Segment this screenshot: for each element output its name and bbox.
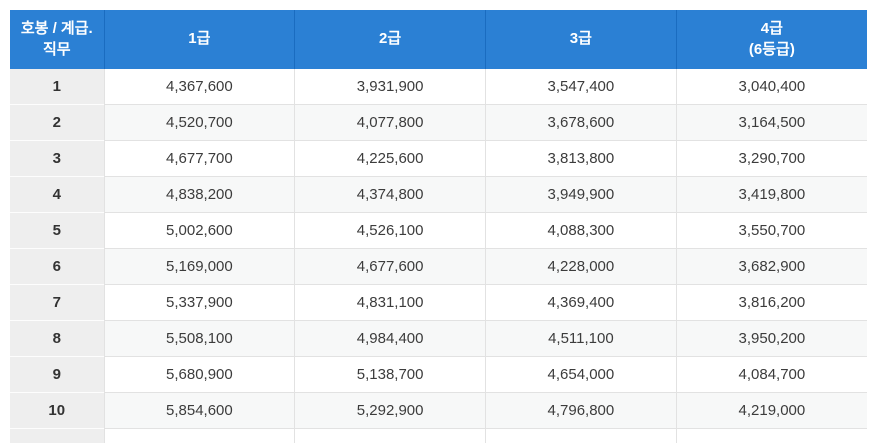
salary-value-cell: 5,508,100	[104, 321, 295, 357]
salary-value-cell: 4,831,100	[295, 285, 486, 321]
salary-value-cell: 3,290,700	[676, 141, 867, 177]
salary-value-cell: 5,854,600	[104, 393, 295, 429]
step-number-cell: 6	[10, 249, 104, 285]
salary-value-cell: 4,088,300	[486, 213, 677, 249]
salary-value-cell: 5,002,600	[104, 213, 295, 249]
salary-value-cell: 4,367,600	[104, 69, 295, 105]
salary-value-cell: 3,813,800	[486, 141, 677, 177]
salary-value-cell: 4,677,700	[104, 141, 295, 177]
salary-value-cell: 4,984,400	[295, 321, 486, 357]
salary-value-cell: 4,077,800	[295, 105, 486, 141]
salary-value-cell: 4,654,000	[486, 357, 677, 393]
salary-value-cell: 4,526,100	[295, 213, 486, 249]
step-number-cell: 10	[10, 393, 104, 429]
salary-value-cell: 5,169,000	[104, 249, 295, 285]
step-number-cell: 5	[10, 213, 104, 249]
salary-value-cell: 4,796,800	[486, 393, 677, 429]
step-number-cell: 2	[10, 105, 104, 141]
salary-value-cell	[104, 429, 295, 443]
table-row-partial	[10, 429, 867, 443]
step-number-cell: 3	[10, 141, 104, 177]
step-number-cell: 7	[10, 285, 104, 321]
step-number-cell: 8	[10, 321, 104, 357]
salary-value-cell: 4,838,200	[104, 177, 295, 213]
salary-value-cell: 3,816,200	[676, 285, 867, 321]
salary-value-cell: 3,550,700	[676, 213, 867, 249]
header-grade-4: 4급 (6등급)	[676, 10, 867, 69]
header-grade-3: 3급	[486, 10, 677, 69]
step-number-cell: 1	[10, 69, 104, 105]
step-number-cell: 4	[10, 177, 104, 213]
salary-value-cell: 4,374,800	[295, 177, 486, 213]
salary-value-cell: 4,520,700	[104, 105, 295, 141]
salary-value-cell: 4,369,400	[486, 285, 677, 321]
salary-value-cell	[295, 429, 486, 443]
header-step-grade: 호봉 / 계급. 직무	[10, 10, 104, 69]
header-row: 호봉 / 계급. 직무 1급 2급 3급 4급 (6등급)	[10, 10, 867, 69]
salary-value-cell	[486, 429, 677, 443]
header-grade-1: 1급	[104, 10, 295, 69]
salary-value-cell: 5,337,900	[104, 285, 295, 321]
salary-value-cell: 3,950,200	[676, 321, 867, 357]
salary-value-cell: 3,419,800	[676, 177, 867, 213]
salary-value-cell: 4,225,600	[295, 141, 486, 177]
salary-value-cell: 4,219,000	[676, 393, 867, 429]
salary-value-cell: 3,678,600	[486, 105, 677, 141]
salary-value-cell: 5,138,700	[295, 357, 486, 393]
salary-value-cell: 4,677,600	[295, 249, 486, 285]
header-grade-2: 2급	[295, 10, 486, 69]
table-header: 호봉 / 계급. 직무 1급 2급 3급 4급 (6등급)	[10, 10, 867, 69]
salary-value-cell: 4,511,100	[486, 321, 677, 357]
salary-value-cell: 3,682,900	[676, 249, 867, 285]
step-number-cell: 9	[10, 357, 104, 393]
salary-value-cell: 3,164,500	[676, 105, 867, 141]
salary-value-cell: 3,040,400	[676, 69, 867, 105]
salary-value-cell	[676, 429, 867, 443]
salary-value-cell: 5,292,900	[295, 393, 486, 429]
salary-value-cell: 3,547,400	[486, 69, 677, 105]
salary-value-cell: 3,931,900	[295, 69, 486, 105]
step-number-cell	[10, 429, 104, 443]
salary-value-cell: 5,680,900	[104, 357, 295, 393]
salary-value-cell: 3,949,900	[486, 177, 677, 213]
salary-value-cell: 4,084,700	[676, 357, 867, 393]
salary-value-cell: 4,228,000	[486, 249, 677, 285]
